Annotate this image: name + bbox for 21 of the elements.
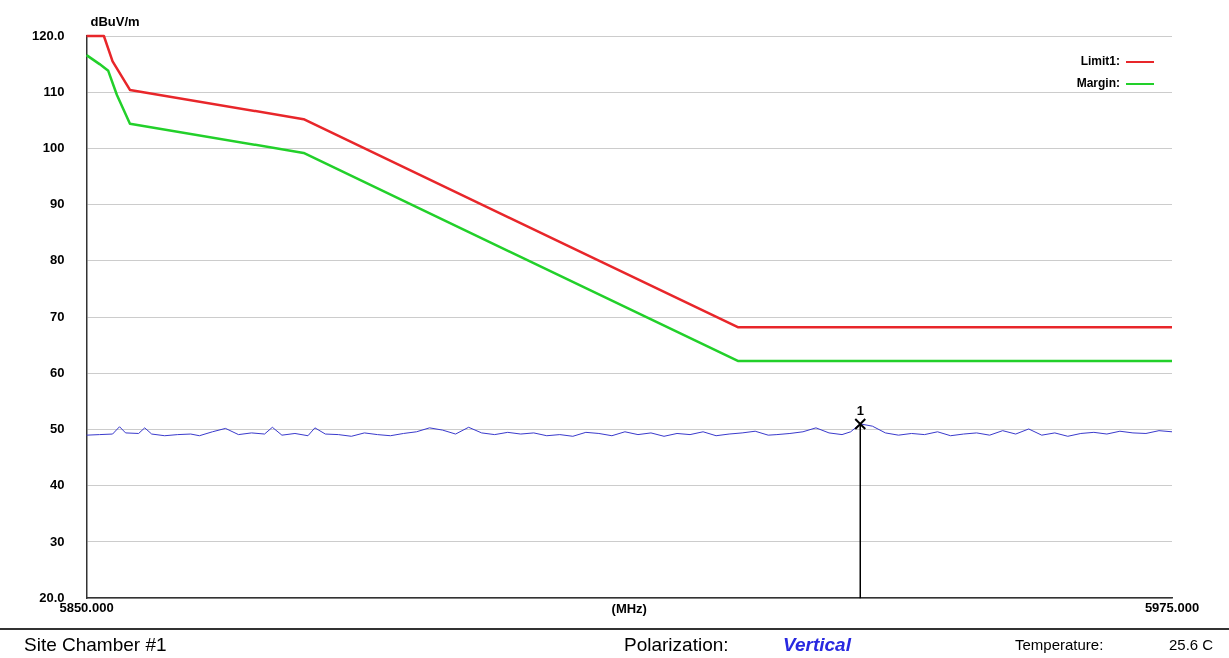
y-tick-label: 80 — [50, 252, 65, 268]
y-tick-label: 60 — [50, 364, 65, 380]
legend-label: Margin: — [1076, 76, 1120, 91]
y-tick-label: 70 — [50, 308, 65, 324]
legend-label: Limit1: — [1080, 54, 1120, 69]
y-tick-label: 90 — [50, 196, 65, 212]
text: Vertical — [783, 634, 851, 656]
text: Temperature: — [1015, 636, 1104, 653]
x-axis-title: (MHz) — [611, 601, 647, 617]
text: Site Chamber #1 — [24, 634, 167, 656]
y-tick-label: 120.0 — [31, 27, 65, 43]
annotation: 1 — [856, 403, 864, 418]
y-tick-label: 40 — [50, 477, 65, 493]
y-tick-label: 100 — [42, 140, 65, 156]
text: 25.6 C — [1169, 636, 1214, 653]
y-axis-title: dBuV/m — [90, 13, 140, 29]
text: Polarization: — [624, 634, 729, 656]
y-tick-label: 30 — [50, 533, 65, 549]
y-tick-label: 110 — [43, 83, 65, 99]
x-tick-label: 5975.000 — [1144, 599, 1200, 615]
y-tick-label: 50 — [50, 421, 65, 437]
